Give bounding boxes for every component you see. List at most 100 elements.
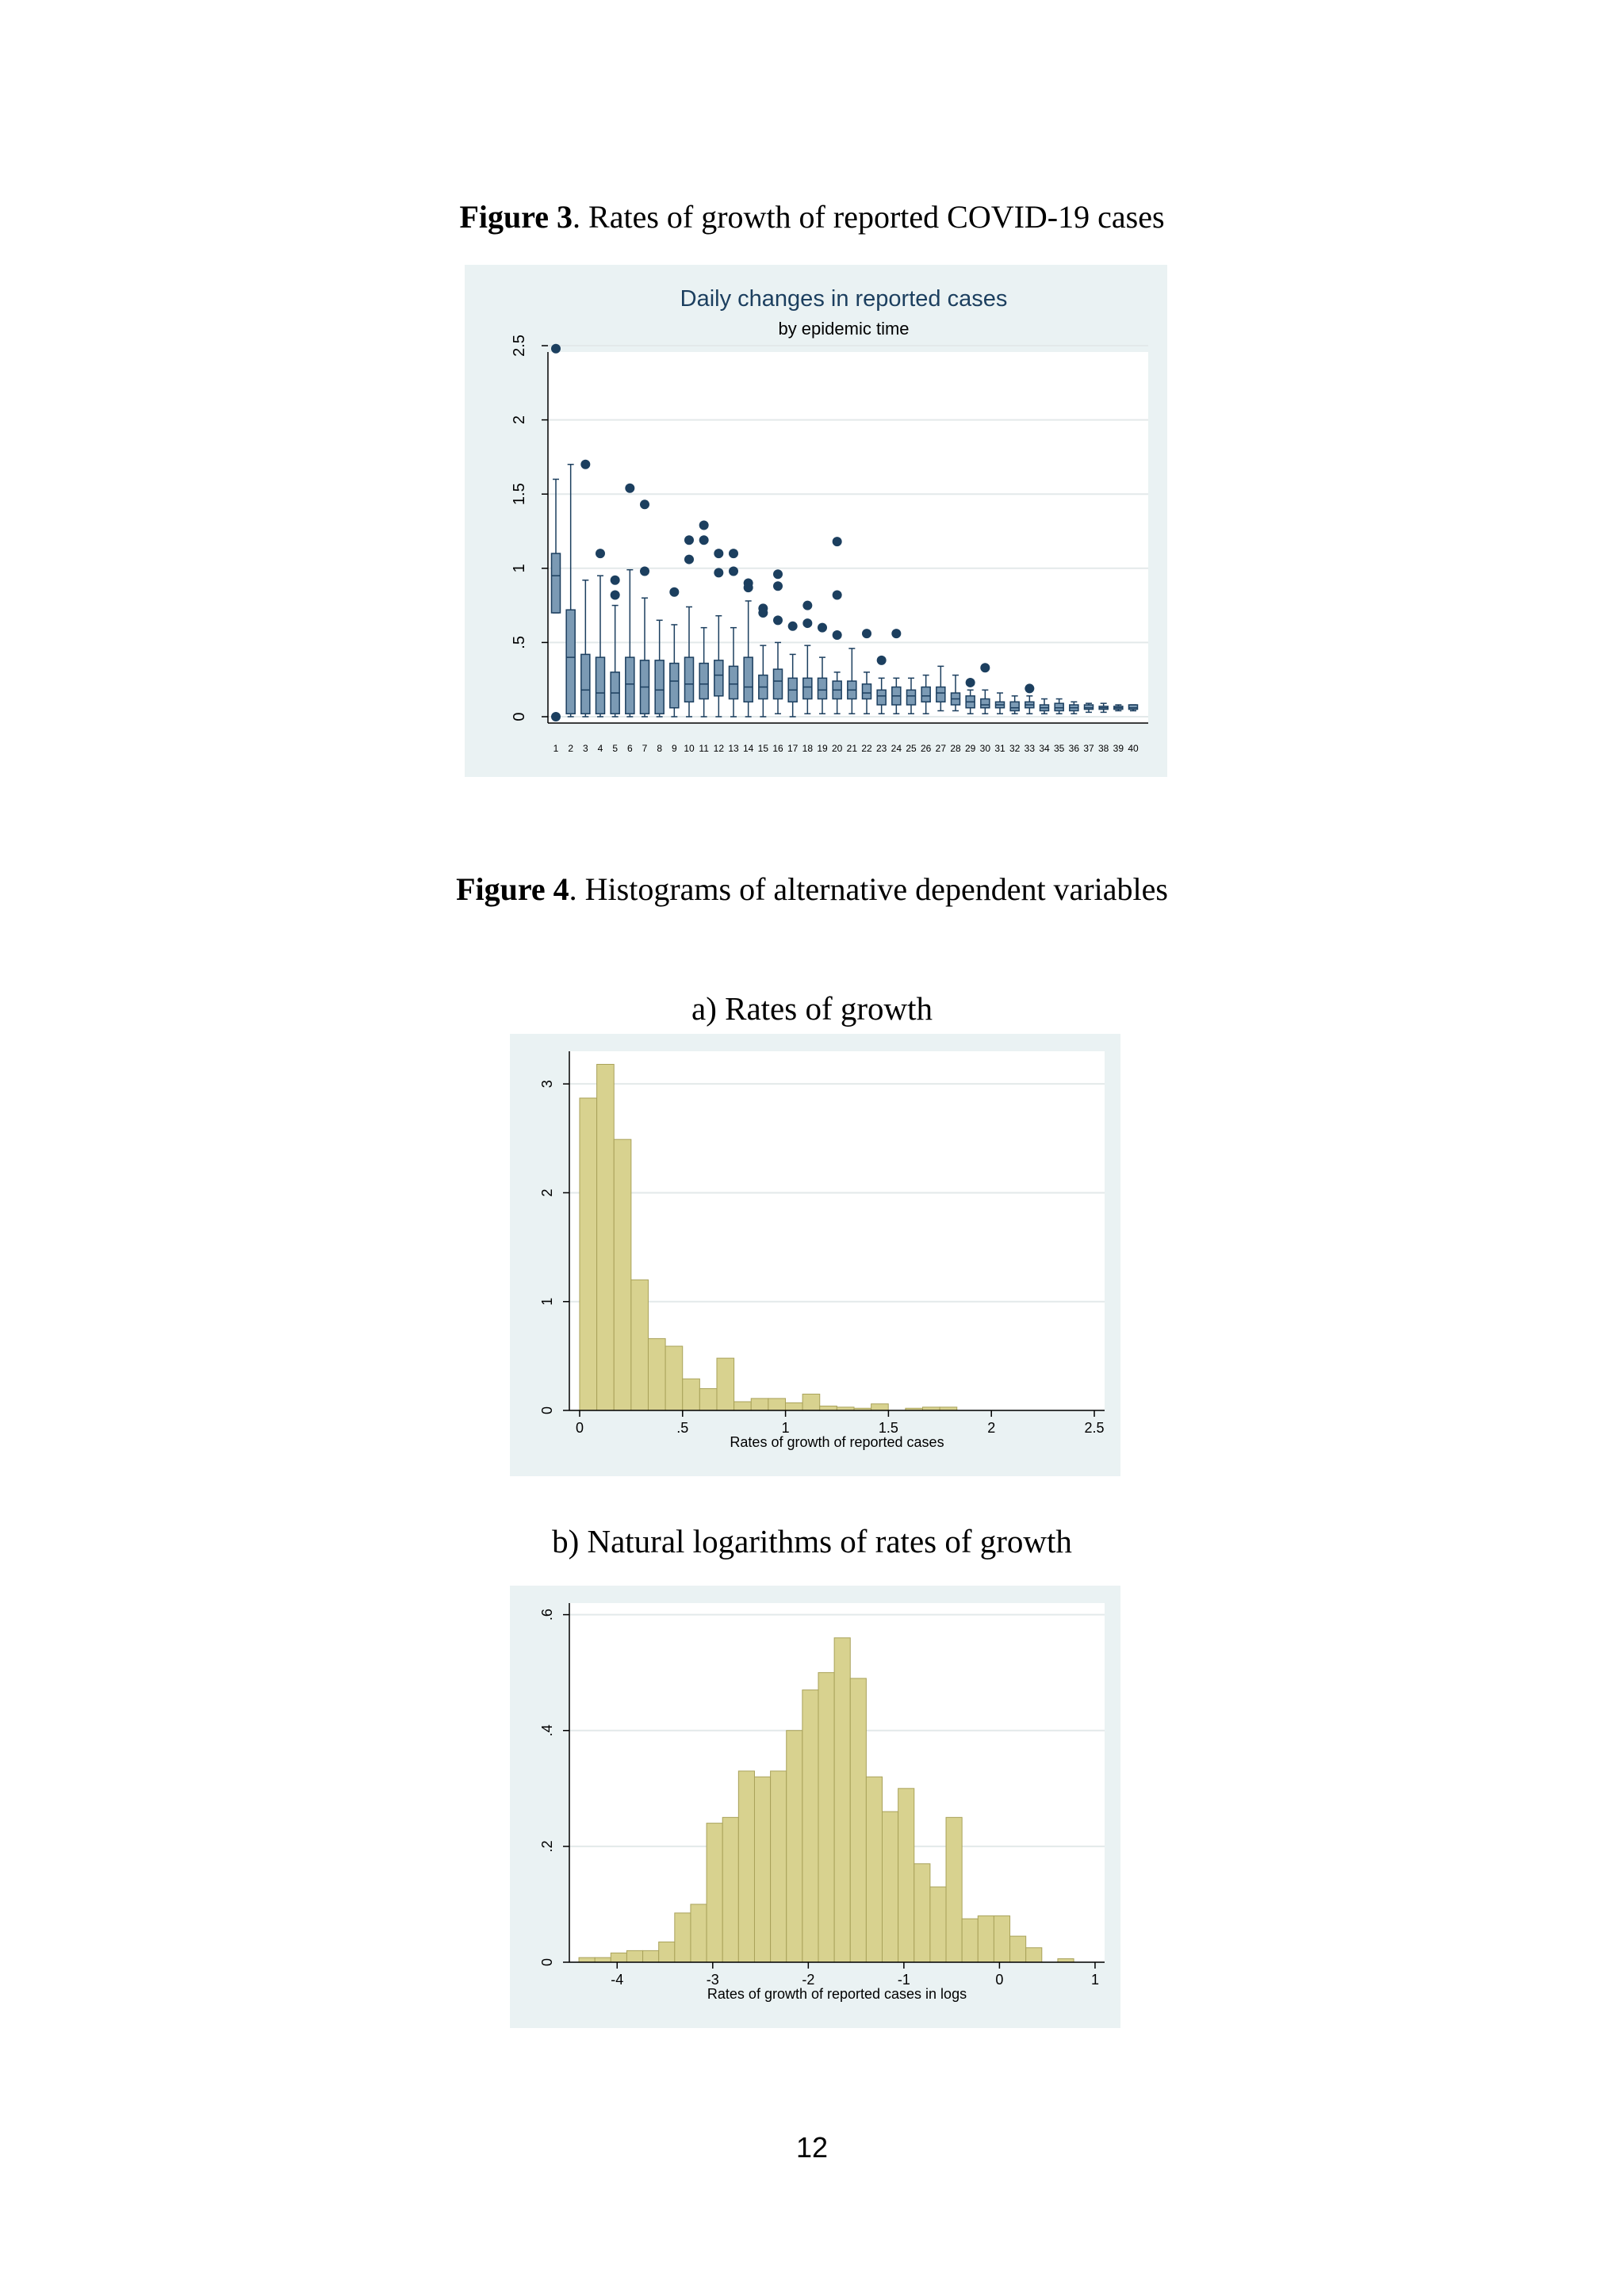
histogram-bar	[993, 1915, 1011, 1963]
histogram-bar	[750, 1398, 769, 1411]
outlier-point	[610, 575, 620, 585]
histogram-bar	[737, 1770, 755, 1963]
histogram-bar	[1009, 1935, 1027, 1963]
chart-title: Daily changes in reported cases	[680, 286, 1008, 312]
outlier-point	[729, 566, 738, 576]
outlier-point	[625, 483, 635, 493]
box	[580, 653, 591, 715]
x-tick-label: 27	[936, 743, 947, 754]
box	[1128, 704, 1139, 710]
x-tick-label: .5	[676, 1420, 688, 1436]
box	[669, 662, 680, 709]
outlier-point	[580, 459, 591, 469]
box	[936, 686, 946, 703]
outlier-point	[640, 566, 649, 576]
x-tick-label: 37	[1083, 743, 1094, 754]
histogram-b-panel: 0 .2 .4 .6 -4 -3 -2 -1 0 1 Rates of growth of repo…	[510, 1586, 1120, 2028]
outlier-point	[684, 535, 694, 545]
y-tick-label: 2.5	[511, 335, 528, 357]
box	[802, 677, 813, 700]
x-tick-label: 16	[772, 743, 783, 754]
outlier-point	[876, 655, 887, 665]
x-tick-label: 28	[950, 743, 961, 754]
x-tick-label: 40	[1128, 743, 1139, 754]
histogram-bar	[626, 1950, 644, 1963]
x-tick-label: 10	[684, 743, 695, 754]
y-tick-label: 0	[511, 712, 528, 721]
x-tick-label: 1	[1091, 1972, 1099, 1988]
x-tick-label: 1.5	[879, 1420, 898, 1436]
histogram-bar	[865, 1776, 883, 1963]
histogram-bar	[733, 1401, 752, 1411]
box	[699, 662, 709, 700]
histogram-bar	[882, 1811, 899, 1963]
histogram-bar	[690, 1904, 707, 1963]
histogram-bar	[630, 1279, 649, 1411]
outlier-point	[965, 677, 975, 687]
histogram-bar	[716, 1357, 735, 1411]
figure-4-caption: Figure 4. Histograms of alternative depe…	[0, 871, 1624, 908]
histogram-bar	[833, 1637, 851, 1963]
outlier-point	[773, 569, 783, 580]
x-tick-label: 26	[921, 743, 932, 754]
x-tick-label: 15	[758, 743, 769, 754]
histogram-bar	[819, 1406, 837, 1411]
x-tick-label: 18	[802, 743, 814, 754]
box	[1083, 704, 1094, 710]
x-tick-label: 1	[782, 1420, 790, 1436]
outlier-point	[551, 343, 561, 354]
histogram-a-panel: 0 1 2 3 0 .5 1 1.5 2 2.5 Rates of growth of report…	[510, 1034, 1120, 1476]
outlier-point	[596, 549, 605, 559]
x-tick-label: 39	[1113, 743, 1124, 754]
box	[876, 689, 887, 706]
histogram-bar	[578, 1957, 596, 1963]
box	[1009, 701, 1020, 712]
x-tick-label: 31	[994, 743, 1005, 754]
x-axis-title: Rates of growth of reported cases	[730, 1434, 944, 1450]
x-tick-label: 19	[817, 743, 828, 754]
x-axis-title: Rates of growth of reported cases in log…	[707, 1986, 967, 2002]
x-tick-label: 21	[847, 743, 858, 754]
x-tick-label: 36	[1069, 743, 1080, 754]
outlier-point	[729, 549, 738, 559]
x-tick-label: 13	[728, 743, 739, 754]
outlier-point	[773, 615, 783, 626]
x-tick-label: -1	[898, 1972, 910, 1988]
outlier-point	[684, 554, 694, 564]
outlier-point	[787, 621, 798, 631]
histogram-bar	[770, 1770, 787, 1963]
histogram-bar	[914, 1863, 931, 1963]
x-tick-label: 35	[1054, 743, 1065, 754]
figure-4-label: Figure 4	[456, 871, 569, 907]
histogram-bar	[682, 1378, 700, 1411]
box	[550, 553, 561, 614]
histogram-bar	[706, 1823, 723, 1963]
histogram-bar	[768, 1398, 786, 1411]
x-tick-label: 0	[576, 1420, 584, 1436]
y-tick-label: .4	[539, 1724, 555, 1736]
outlier-point	[714, 549, 724, 559]
y-tick-label: 1.5	[511, 483, 528, 505]
histogram-bar	[784, 1402, 803, 1411]
outlier-point	[699, 535, 709, 545]
x-tick-label: 33	[1025, 743, 1036, 754]
histogram-bar	[786, 1730, 803, 1963]
outlier-point	[832, 590, 842, 600]
page-number: 12	[795, 2131, 829, 2164]
x-tick-label: 14	[743, 743, 754, 754]
outlier-point	[714, 568, 724, 578]
histogram-bar	[658, 1941, 676, 1963]
histogram-bar	[802, 1689, 819, 1963]
box	[625, 656, 635, 715]
x-tick-label: 22	[861, 743, 872, 754]
outlier-point	[980, 663, 990, 673]
outlier-point	[818, 622, 827, 633]
chart-subtitle: by epidemic time	[778, 319, 909, 339]
histogram-bar	[929, 1886, 947, 1963]
x-tick-label: -2	[802, 1972, 814, 1988]
histogram-bar	[699, 1388, 718, 1411]
outlier-point	[802, 618, 813, 629]
outlier-point	[891, 629, 902, 639]
x-tick-label: 11	[699, 743, 709, 754]
figure-3-caption: Figure 3. Rates of growth of reported CO…	[0, 198, 1624, 235]
